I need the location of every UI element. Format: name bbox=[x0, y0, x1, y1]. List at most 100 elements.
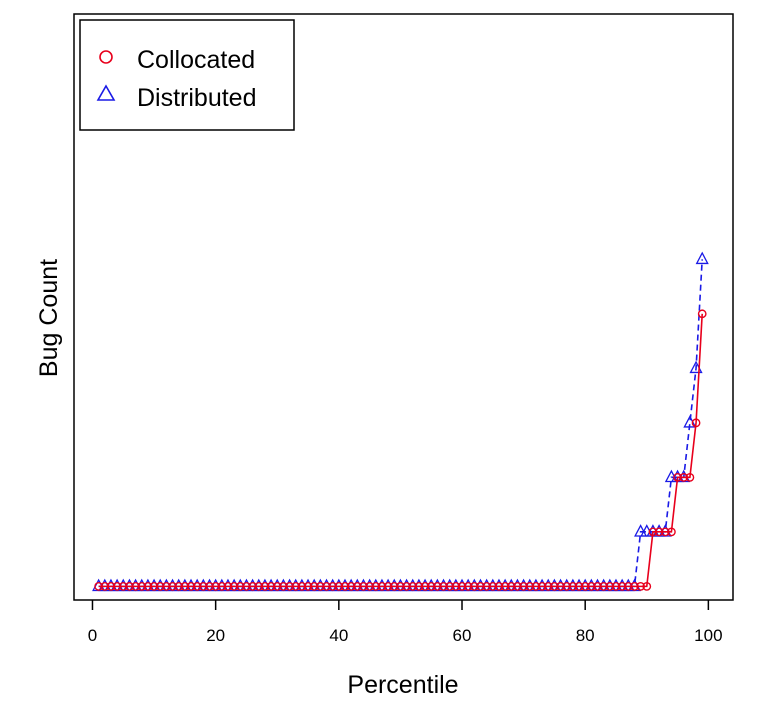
point-collocated-86 bbox=[617, 581, 627, 591]
point-collocated-95 bbox=[673, 472, 682, 482]
point-collocated-21 bbox=[217, 581, 227, 591]
point-collocated-60 bbox=[457, 581, 467, 591]
point-collocated-27 bbox=[254, 581, 264, 591]
point-collocated-90 bbox=[642, 581, 652, 591]
series-line-distributed bbox=[98, 259, 704, 588]
point-collocated-34 bbox=[297, 581, 307, 591]
point-collocated-65 bbox=[488, 581, 498, 591]
point-collocated-81 bbox=[586, 581, 596, 591]
point-collocated-46 bbox=[371, 581, 381, 591]
point-collocated-54 bbox=[420, 581, 430, 591]
legend-label-distributed: Distributed bbox=[137, 84, 257, 112]
point-collocated-99 bbox=[697, 309, 707, 319]
point-collocated-1 bbox=[94, 581, 104, 591]
point-collocated-16 bbox=[186, 581, 196, 591]
point-collocated-4 bbox=[112, 581, 122, 591]
x-tick-label-20: 20 bbox=[206, 626, 225, 645]
point-collocated-12 bbox=[161, 581, 171, 591]
point-collocated-70 bbox=[519, 581, 528, 591]
point-collocated-61 bbox=[463, 581, 473, 591]
x-tick-label-100: 100 bbox=[694, 626, 722, 645]
point-collocated-49 bbox=[389, 581, 399, 591]
point-collocated-44 bbox=[359, 581, 368, 591]
series-distributed bbox=[92, 251, 709, 592]
point-collocated-45 bbox=[365, 581, 375, 591]
legend-box bbox=[79, 19, 295, 131]
point-collocated-42 bbox=[346, 581, 356, 591]
point-collocated-39 bbox=[328, 581, 338, 591]
point-collocated-68 bbox=[506, 581, 516, 591]
point-collocated-40 bbox=[334, 581, 344, 591]
point-collocated-91 bbox=[648, 527, 658, 537]
point-collocated-55 bbox=[426, 581, 436, 591]
x-axis: 0 20 40 60 80 100 bbox=[88, 600, 723, 645]
x-tick-label-0: 0 bbox=[88, 626, 97, 645]
point-collocated-6 bbox=[125, 581, 134, 591]
x-tick-label-60: 60 bbox=[453, 626, 472, 645]
point-collocated-3 bbox=[106, 581, 116, 591]
point-collocated-17 bbox=[192, 581, 202, 591]
point-collocated-75 bbox=[549, 581, 559, 591]
point-collocated-5 bbox=[118, 581, 128, 591]
point-collocated-78 bbox=[568, 581, 578, 591]
point-collocated-19 bbox=[205, 581, 214, 591]
point-collocated-69 bbox=[513, 581, 522, 591]
point-collocated-43 bbox=[352, 581, 362, 591]
point-collocated-10 bbox=[149, 581, 159, 591]
point-collocated-62 bbox=[469, 581, 479, 591]
point-collocated-52 bbox=[408, 581, 418, 591]
point-collocated-11 bbox=[155, 581, 165, 591]
point-collocated-37 bbox=[315, 581, 325, 591]
point-collocated-15 bbox=[180, 581, 190, 591]
point-collocated-89 bbox=[636, 581, 646, 591]
x-tick-label-80: 80 bbox=[576, 626, 595, 645]
point-collocated-28 bbox=[260, 581, 270, 591]
point-collocated-7 bbox=[131, 581, 140, 591]
legend-triangle-marker bbox=[96, 84, 116, 101]
plot-frame bbox=[73, 13, 734, 601]
point-collocated-97 bbox=[685, 472, 695, 482]
point-collocated-25 bbox=[242, 581, 251, 591]
point-collocated-24 bbox=[235, 581, 245, 591]
point-collocated-47 bbox=[377, 581, 387, 591]
legend-label-collocated: Collocated bbox=[137, 46, 255, 74]
point-collocated-33 bbox=[291, 581, 301, 591]
point-collocated-83 bbox=[599, 581, 609, 591]
point-collocated-76 bbox=[556, 581, 565, 591]
point-collocated-26 bbox=[248, 581, 258, 591]
point-collocated-67 bbox=[500, 581, 510, 591]
point-collocated-9 bbox=[143, 581, 153, 591]
point-collocated-82 bbox=[593, 581, 602, 591]
point-collocated-30 bbox=[272, 581, 282, 591]
point-collocated-18 bbox=[198, 581, 208, 591]
point-collocated-22 bbox=[223, 581, 233, 591]
point-collocated-32 bbox=[285, 581, 294, 591]
point-collocated-50 bbox=[396, 581, 405, 591]
legend: Collocated Distributed bbox=[79, 19, 295, 131]
point-collocated-88 bbox=[630, 581, 639, 591]
series-collocated bbox=[94, 309, 707, 591]
point-collocated-72 bbox=[531, 581, 541, 591]
point-collocated-80 bbox=[580, 581, 590, 591]
point-collocated-23 bbox=[229, 581, 239, 591]
point-collocated-13 bbox=[168, 581, 177, 591]
x-tick-label-40: 40 bbox=[329, 626, 348, 645]
point-collocated-14 bbox=[174, 581, 184, 591]
point-collocated-41 bbox=[340, 581, 350, 591]
point-collocated-2 bbox=[100, 581, 110, 591]
point-collocated-36 bbox=[309, 581, 319, 591]
point-collocated-87 bbox=[623, 581, 633, 591]
point-collocated-59 bbox=[451, 581, 461, 591]
point-collocated-84 bbox=[605, 581, 615, 591]
point-collocated-79 bbox=[574, 581, 584, 591]
point-collocated-66 bbox=[494, 581, 504, 591]
point-collocated-58 bbox=[445, 581, 455, 591]
x-axis-label: Percentile bbox=[347, 671, 458, 699]
y-axis-label: Bug Count bbox=[35, 259, 63, 377]
point-collocated-74 bbox=[543, 581, 553, 591]
point-collocated-8 bbox=[137, 581, 147, 591]
point-collocated-31 bbox=[279, 581, 288, 591]
point-collocated-38 bbox=[322, 581, 331, 591]
point-collocated-56 bbox=[432, 581, 442, 591]
